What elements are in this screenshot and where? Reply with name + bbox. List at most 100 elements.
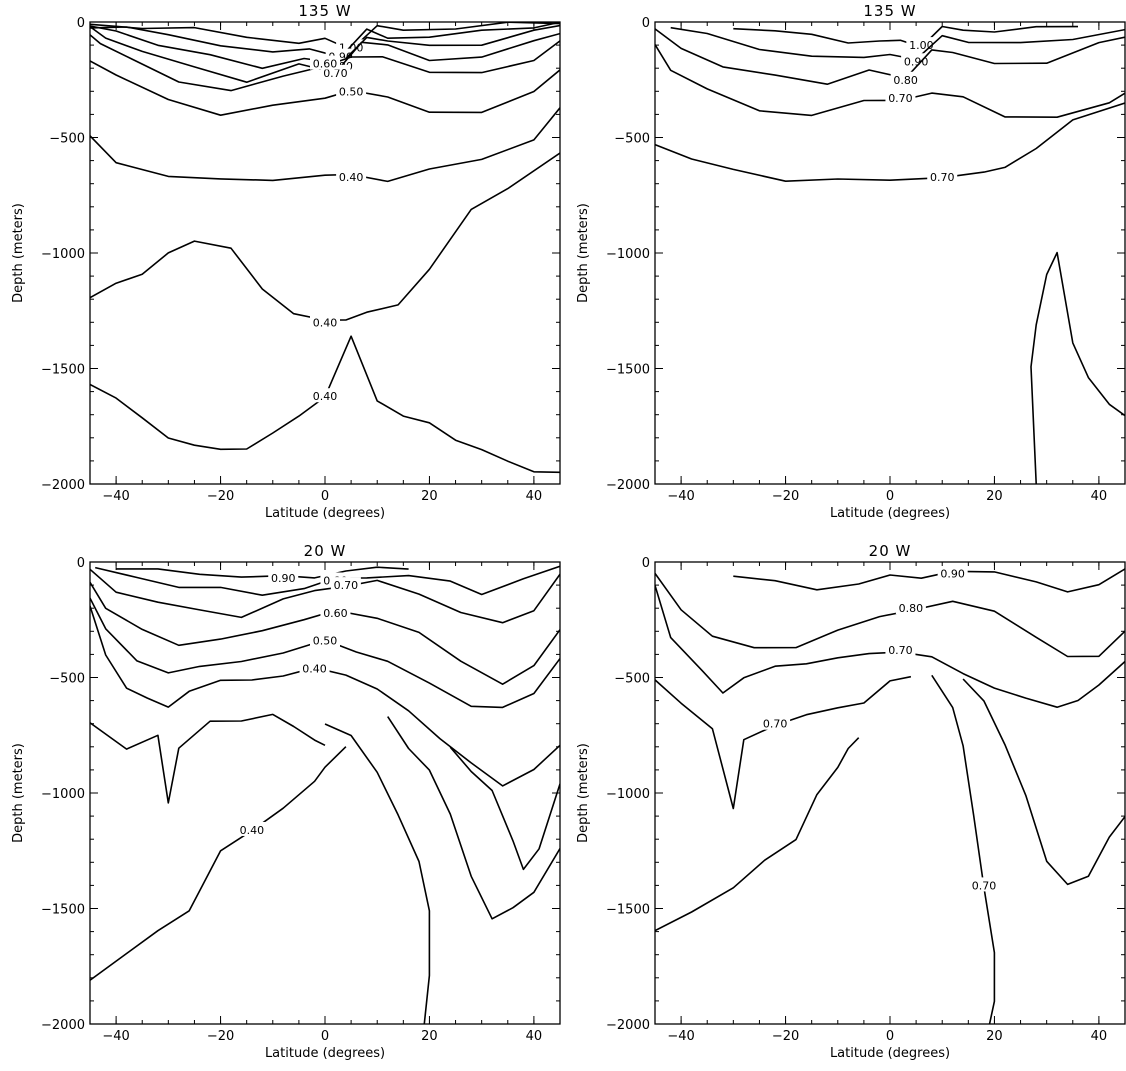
chart-title: 20 W: [304, 542, 347, 560]
panel-2: 1.00 0.90 0.80 0.70 0.70 −40 −20 0 20 40 −2000 −150…: [576, 2, 1126, 521]
y-tick-label: −1500: [606, 903, 650, 918]
contour-label: 0.90: [940, 568, 965, 581]
contour-label-bg: [901, 53, 932, 68]
x-tick-label: −20: [207, 1029, 234, 1044]
contour-label-bg: [236, 821, 267, 836]
contour-label-bg: [336, 168, 367, 183]
x-tick-label: 0: [886, 1029, 894, 1044]
y-tick-label: −1500: [41, 903, 85, 918]
contour-line: [931, 674, 996, 1024]
contour-label-bg: [268, 570, 299, 585]
x-axis-label: Latitude (degrees): [830, 506, 950, 521]
contour-label: 0.40: [302, 662, 327, 675]
contour-label-bg: [336, 83, 367, 98]
contour-label: 0.40: [313, 390, 338, 403]
x-axis-label: Latitude (degrees): [265, 506, 385, 521]
contour-line: [655, 28, 1125, 85]
plot-frame: [89, 561, 561, 1025]
contour-line: [1030, 251, 1125, 484]
y-tick-label: −2000: [41, 1018, 85, 1033]
contour-line: [655, 737, 860, 932]
contour-label: 0.50: [339, 85, 364, 98]
contour-label-bg: [760, 715, 791, 730]
contour-line: [90, 605, 560, 787]
contour-label: 0.40: [240, 824, 265, 837]
contour-line: [90, 746, 347, 981]
x-tick-label: 40: [1091, 1029, 1108, 1044]
contour-label-bg: [890, 71, 921, 86]
contour-group: 1.000.900.800.700.600.500.400.400.40: [90, 22, 560, 474]
y-tick-label: 0: [77, 556, 85, 571]
contour-line: [90, 713, 326, 804]
x-tick-label: −20: [772, 489, 799, 504]
x-tick-label: 40: [526, 1029, 543, 1044]
contour-label: 0.70: [323, 67, 348, 80]
contour-line: [733, 25, 1079, 48]
y-axis-label: Depth (meters): [11, 743, 26, 843]
contour-group: 0.900.800.700.600.500.400.40: [90, 565, 560, 1024]
contour-line: [90, 581, 560, 685]
x-axis-label: Latitude (degrees): [265, 1046, 385, 1061]
contour-label: 0.60: [313, 58, 338, 71]
y-axis-label: Depth (meters): [576, 203, 591, 303]
y-axis-label: Depth (meters): [11, 203, 26, 303]
contour-line: [670, 26, 1125, 61]
x-tick-label: 40: [526, 489, 543, 504]
x-tick-label: 0: [886, 489, 894, 504]
x-tick-label: 40: [1091, 489, 1108, 504]
y-tick-label: −1500: [606, 363, 650, 378]
contour-label-bg: [330, 577, 361, 592]
panel-3: 0.900.800.700.600.500.400.40−40−2002040−…: [11, 542, 561, 1061]
y-tick-label: −1000: [606, 787, 650, 802]
contour-label: 0.70: [763, 718, 788, 731]
contour-label-bg: [310, 388, 340, 403]
contour-line: [655, 585, 1125, 708]
y-tick-label: −500: [614, 132, 650, 147]
x-tick-label: 20: [421, 489, 438, 504]
contour-line: [962, 678, 1125, 886]
contour-label-bg: [299, 660, 330, 675]
contour-label: 0.60: [323, 607, 348, 620]
y-tick-label: −500: [614, 672, 650, 687]
x-tick-label: −40: [102, 489, 129, 504]
x-tick-label: 0: [321, 489, 329, 504]
contour-label: 0.70: [930, 171, 955, 184]
contour-label: 0.70: [888, 644, 913, 657]
y-tick-label: 0: [77, 16, 85, 31]
x-tick-label: 0: [321, 1029, 329, 1044]
contour-label: 0.90: [904, 55, 929, 68]
contour-group: 0.90 0.80 0.70 0.70 0.70: [655, 565, 1125, 1024]
contour-label-bg: [320, 604, 351, 619]
contour-line: [116, 566, 409, 579]
x-tick-label: 20: [986, 489, 1003, 504]
contour-line: [324, 723, 431, 1024]
contour-label-bg: [310, 632, 340, 647]
x-tick-label: −20: [772, 1029, 799, 1044]
contour-line: [655, 675, 912, 810]
contour-label-bg: [310, 314, 340, 329]
contour-line: [90, 107, 560, 183]
contour-label: 0.70: [334, 579, 359, 592]
y-tick-label: −1000: [41, 247, 85, 262]
contour-label: 1.00: [909, 39, 934, 52]
contour-line: [655, 102, 1125, 182]
panel-1: 1.000.900.800.700.600.500.400.400.40−40−…: [11, 2, 561, 521]
contour-label: 0.90: [271, 572, 296, 585]
y-axis-label: Depth (meters): [576, 743, 591, 843]
contour-line: [449, 746, 560, 871]
y-tick-label: −2000: [606, 478, 650, 493]
plot-frame: [654, 561, 1126, 1025]
y-tick-label: −1500: [41, 363, 85, 378]
contour-group: 1.00 0.90 0.80 0.70 0.70: [655, 25, 1125, 484]
y-tick-label: −1000: [606, 247, 650, 262]
contour-label-bg: [927, 168, 958, 183]
y-tick-label: −2000: [606, 1018, 650, 1033]
contour-label-bg: [895, 600, 926, 615]
y-tick-label: −1000: [41, 787, 85, 802]
contour-line: [90, 568, 560, 624]
contour-line: [733, 568, 1125, 593]
chart-title: 135 W: [863, 2, 916, 20]
x-axis-label: Latitude (degrees): [830, 1046, 950, 1061]
chart-title: 135 W: [298, 2, 351, 20]
